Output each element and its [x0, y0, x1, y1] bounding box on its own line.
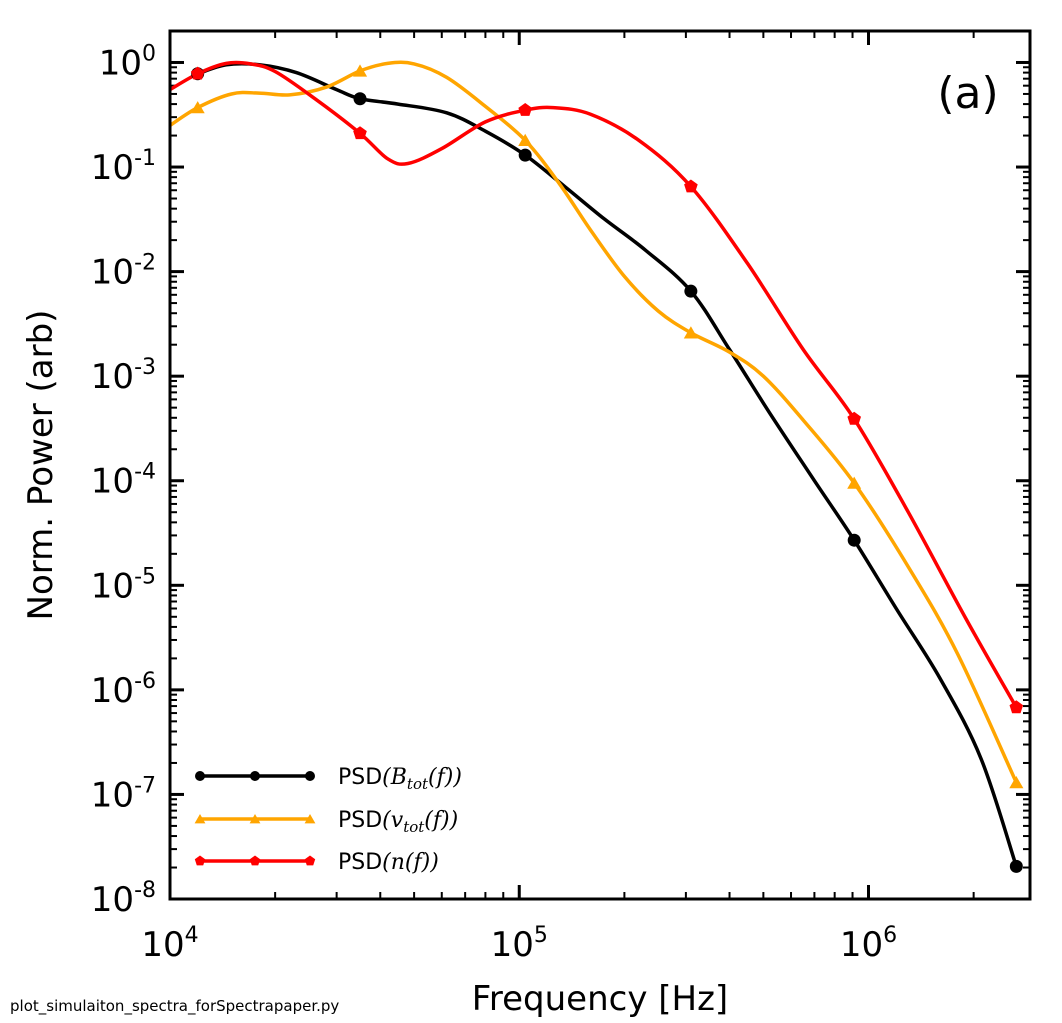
data-point-psd-b-tot-f — [684, 284, 698, 298]
legend-marker — [250, 771, 260, 781]
series-line-psd-v-tot-f — [170, 60, 1019, 785]
x-tick-label: 105 — [491, 923, 548, 965]
y-tick-label: 100 — [99, 41, 156, 83]
legend-marker — [304, 855, 316, 866]
data-point-psd-v-tot-f — [847, 476, 862, 489]
legend-label: PSD(vtot(f)) — [338, 808, 458, 836]
y-tick-label: 10-1 — [91, 146, 156, 188]
series-line-psd-n-f — [170, 60, 1019, 710]
legend-marker — [195, 771, 205, 781]
x-tick-label: 104 — [141, 923, 198, 965]
y-tick-label: 10-2 — [91, 251, 156, 293]
data-point-psd-n-f — [518, 103, 532, 116]
x-axis-title: Frequency [Hz] — [472, 979, 728, 1019]
data-point-psd-v-tot-f — [353, 64, 368, 77]
legend-label: PSD(Btot(f)) — [338, 765, 462, 793]
y-tick-label: 10-3 — [91, 355, 156, 397]
tick-labels: 104 105 106 100 10-1 10-2 10-3 10-4 10-5 10-6 10-7… — [91, 41, 897, 965]
data-point-psd-n-f — [1009, 700, 1024, 714]
legend-marker — [194, 855, 206, 866]
legend-marker — [249, 855, 261, 866]
data-point-psd-b-tot-f — [518, 148, 532, 162]
y-tick-label: 10-5 — [91, 564, 156, 606]
data-point-psd-b-tot-f — [847, 533, 861, 547]
legend-marker — [249, 814, 261, 824]
y-tick-label: 10-4 — [91, 460, 156, 502]
data-point-psd-b-tot-f — [353, 92, 367, 106]
data-point-psd-n-f — [847, 411, 861, 425]
data-point-psd-n-f — [190, 66, 205, 80]
data-point-psd-n-f — [353, 126, 367, 140]
legend-label: PSD(n(f)) — [338, 850, 439, 875]
series-line-psd-b-tot-f — [195, 62, 1019, 869]
legend-marker — [305, 771, 315, 781]
data-point-psd-v-tot-f — [683, 326, 698, 339]
legend: PSD(Btot(f)) PSD(vtot(f)) PSD(n(f)) — [194, 765, 462, 875]
series-layer — [170, 60, 1019, 869]
plot-frame — [168, 29, 1032, 901]
data-point-psd-v-tot-f — [1009, 776, 1024, 789]
y-tick-label: 10-7 — [91, 773, 156, 815]
markers-layer — [190, 64, 1024, 873]
y-tick-label: 10-8 — [91, 878, 156, 920]
axis-ticks — [168, 30, 1030, 901]
y-tick-label: 10-6 — [91, 669, 156, 711]
data-point-psd-v-tot-f — [190, 101, 205, 114]
data-point-psd-n-f — [684, 179, 698, 193]
data-point-psd-v-tot-f — [518, 133, 533, 146]
script-filename: plot_simulaiton_spectra_forSpectrapaper.… — [10, 997, 340, 1015]
x-tick-label: 106 — [840, 923, 897, 965]
legend-marker — [304, 814, 316, 824]
legend-marker — [194, 814, 206, 824]
y-axis-title: Norm. Power (arb) — [21, 310, 61, 621]
panel-label: (a) — [937, 68, 998, 119]
data-point-psd-b-tot-f — [1009, 859, 1023, 873]
